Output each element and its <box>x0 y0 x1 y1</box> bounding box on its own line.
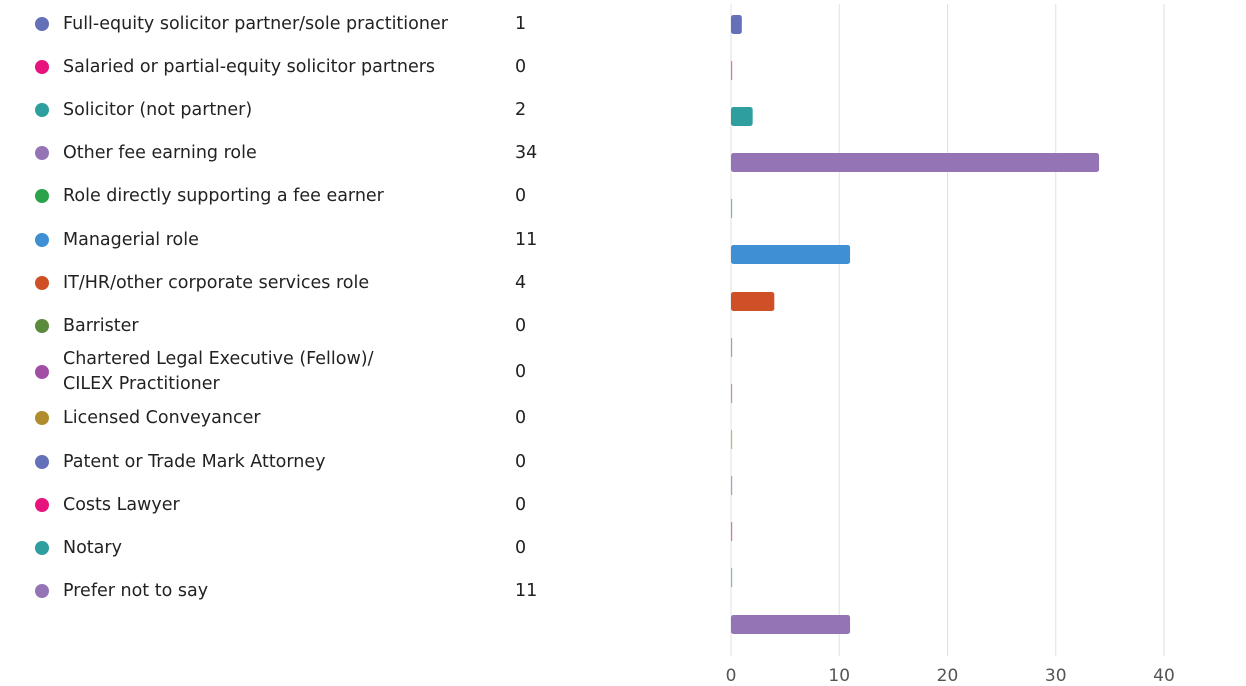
legend-count: 0 <box>515 185 527 206</box>
legend-marker <box>35 584 49 598</box>
legend-label: Patent or Trade Mark Attorney <box>63 451 326 472</box>
bar <box>731 430 733 449</box>
legend-label: Solicitor (not partner) <box>63 99 253 120</box>
bar <box>731 245 851 264</box>
legend-marker <box>35 319 49 333</box>
bar <box>731 199 733 218</box>
x-tick-label: 10 <box>828 666 850 686</box>
bar <box>731 15 742 34</box>
legend-row: Notary 0 <box>0 536 600 561</box>
legend-row: Chartered Legal Executive (Fellow)/ CILE… <box>0 347 600 397</box>
legend-label: Other fee earning role <box>63 142 257 163</box>
legend-marker <box>35 411 49 425</box>
legend-label: Managerial role <box>63 229 199 250</box>
legend-row: Licensed Conveyancer 0 <box>0 406 600 431</box>
legend: Full-equity solicitor partner/sole pract… <box>0 0 600 640</box>
x-tick-label: 40 <box>1153 666 1175 686</box>
legend-marker <box>35 189 49 203</box>
legend-row: Prefer not to say 11 <box>0 579 600 604</box>
x-tick-label: 0 <box>726 666 737 686</box>
x-tick-label: 30 <box>1045 666 1067 686</box>
legend-row: IT/HR/other corporate services role 4 <box>0 271 600 296</box>
legend-count: 1 <box>515 13 527 34</box>
legend-count: 0 <box>515 361 527 382</box>
bar <box>731 292 775 311</box>
legend-row: Salaried or partial-equity solicitor par… <box>0 55 600 80</box>
legend-marker <box>35 365 49 379</box>
bar <box>731 107 753 126</box>
legend-row: Costs Lawyer 0 <box>0 493 600 518</box>
x-tick-label: 20 <box>937 666 959 686</box>
legend-count: 0 <box>515 451 527 472</box>
legend-count: 2 <box>515 99 527 120</box>
bar <box>731 338 733 357</box>
legend-count: 0 <box>515 537 527 558</box>
legend-label: Full-equity solicitor partner/sole pract… <box>63 13 448 34</box>
legend-marker <box>35 455 49 469</box>
legend-row: Patent or Trade Mark Attorney 0 <box>0 450 600 475</box>
legend-row: Other fee earning role 34 <box>0 141 600 166</box>
legend-marker <box>35 498 49 512</box>
legend-count: 0 <box>515 407 527 428</box>
legend-row: Barrister 0 <box>0 314 600 339</box>
legend-label: Chartered Legal Executive (Fellow)/ CILE… <box>63 349 374 394</box>
legend-label: Salaried or partial-equity solicitor par… <box>63 56 436 77</box>
legend-count: 11 <box>515 229 538 250</box>
legend-label: Barrister <box>63 315 139 336</box>
legend-count: 34 <box>515 142 538 163</box>
legend-marker <box>35 233 49 247</box>
legend-count: 0 <box>515 315 527 336</box>
bar <box>731 615 851 634</box>
legend-row: Solicitor (not partner) 2 <box>0 98 600 123</box>
bar <box>731 384 733 403</box>
bar <box>731 61 733 80</box>
legend-count: 0 <box>515 56 527 77</box>
legend-marker <box>35 103 49 117</box>
legend-count: 11 <box>515 580 538 601</box>
legend-marker <box>35 60 49 74</box>
legend-row: Full-equity solicitor partner/sole pract… <box>0 12 600 37</box>
legend-row: Managerial role 11 <box>0 228 600 253</box>
legend-count: 4 <box>515 272 527 293</box>
bar <box>731 522 733 541</box>
bar <box>731 568 733 587</box>
legend-marker <box>35 146 49 160</box>
legend-count: 0 <box>515 494 527 515</box>
legend-marker <box>35 541 49 555</box>
bar <box>731 153 1100 172</box>
bar <box>731 476 733 495</box>
legend-label: Licensed Conveyancer <box>63 407 261 428</box>
legend-marker <box>35 276 49 290</box>
legend-row: Role directly supporting a fee earner 0 <box>0 184 600 209</box>
legend-label: IT/HR/other corporate services role <box>63 272 370 293</box>
legend-marker <box>35 17 49 31</box>
legend-label: Notary <box>63 537 122 558</box>
legend-label: Role directly supporting a fee earner <box>63 185 384 206</box>
legend-label: Prefer not to say <box>63 580 209 601</box>
legend-label: Costs Lawyer <box>63 494 180 515</box>
